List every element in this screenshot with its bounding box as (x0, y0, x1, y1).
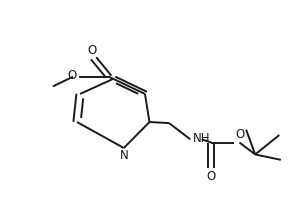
Text: O: O (236, 129, 245, 141)
Text: O: O (88, 44, 97, 57)
Text: NH: NH (193, 132, 211, 145)
Text: O: O (68, 69, 77, 82)
Text: N: N (120, 149, 128, 162)
Text: O: O (207, 170, 216, 183)
